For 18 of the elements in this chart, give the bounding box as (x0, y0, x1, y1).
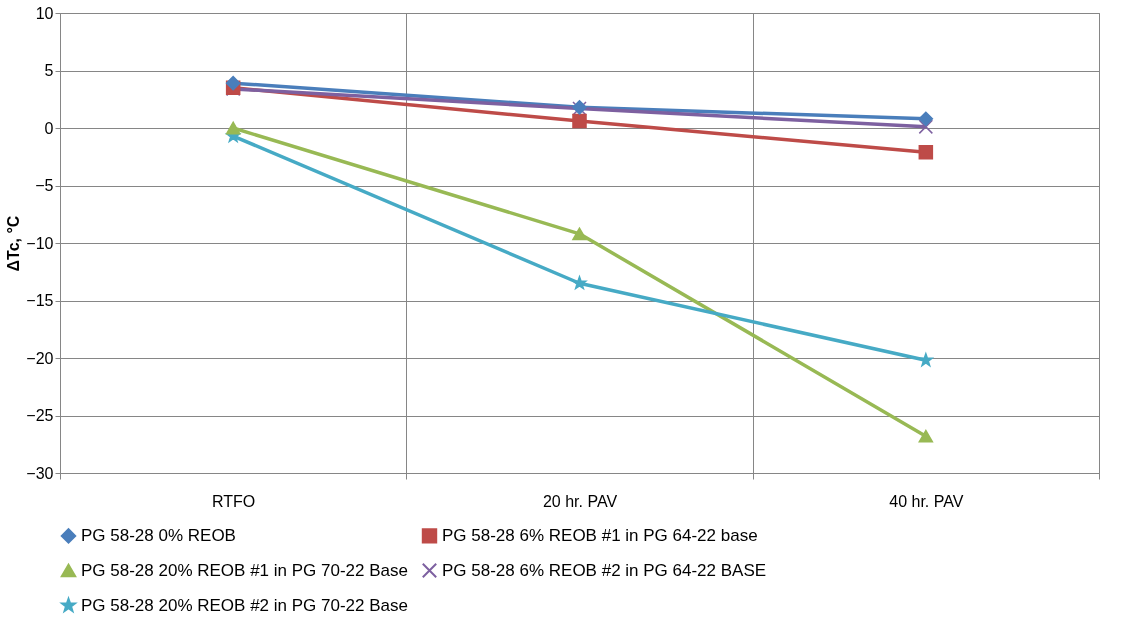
x-tick-label: 20 hr. PAV (542, 492, 618, 510)
y-tick-label: −5 (35, 177, 54, 194)
legend-label: PG 58-28 0% REOB (81, 525, 236, 545)
y-tick-label: 10 (35, 4, 54, 22)
y-tick-label: 5 (44, 62, 54, 79)
y-axis-title: ΔTc, °C (5, 215, 23, 272)
y-tick-label: 0 (44, 119, 54, 137)
legend-label: PG 58-28 20% REOB #2 in PG 70-22 Base (81, 595, 408, 615)
x-tick-label: RTFO (212, 492, 256, 510)
legend-label: PG 58-28 6% REOB #1 in PG 64-22 base (442, 525, 758, 545)
legend-label: PG 58-28 20% REOB #1 in PG 70-22 Base (81, 560, 408, 580)
y-tick-label: −20 (26, 349, 54, 367)
x-tick-label: 40 hr. PAV (889, 492, 964, 510)
y-tick-label: −25 (26, 407, 54, 424)
legend-label: PG 58-28 6% REOB #2 in PG 64-22 BASE (442, 560, 767, 580)
y-tick-label: −15 (26, 292, 54, 309)
y-tick-label: −30 (26, 464, 54, 482)
y-tick-label: −10 (26, 234, 54, 252)
